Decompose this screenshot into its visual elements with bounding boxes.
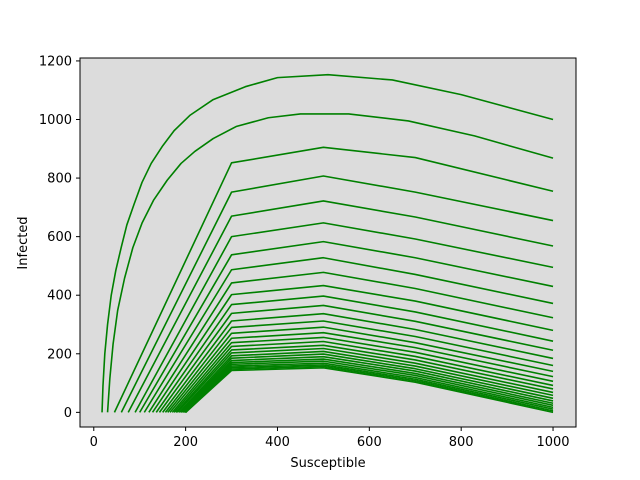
series-line-14	[164, 320, 554, 413]
x-axis-ticks: 0 200 400 600 800 1000	[90, 427, 570, 450]
series-line-18	[173, 340, 554, 413]
y-tick-label: 800	[47, 172, 72, 187]
series-line-21	[178, 350, 554, 413]
series-line-15	[167, 326, 554, 413]
series-line-7	[139, 240, 554, 413]
series-line-29	[185, 367, 554, 414]
series-line-12	[158, 304, 554, 413]
series-line-25	[183, 360, 554, 413]
y-axis-ticks: 0 200 400 600 800 1000 1200	[39, 54, 80, 421]
series-line-8	[143, 256, 554, 413]
series-line-26	[184, 362, 554, 413]
series-line-19	[175, 344, 554, 413]
x-tick-label: 1000	[536, 435, 569, 450]
series-line-9	[148, 271, 554, 413]
series-line-6	[134, 222, 554, 413]
series-line-5	[127, 200, 554, 413]
series-layer	[101, 73, 554, 414]
series-line-27	[184, 364, 554, 413]
y-tick-label: 1200	[39, 54, 72, 69]
x-tick-label: 0	[90, 435, 98, 450]
y-tick-label: 1000	[39, 113, 72, 128]
x-tick-label: 200	[173, 435, 198, 450]
series-line-20	[176, 347, 554, 413]
series-line-24	[182, 358, 554, 413]
series-line-13	[162, 312, 554, 413]
series-line-22	[179, 353, 554, 413]
x-tick-label: 600	[357, 435, 382, 450]
series-line-16	[169, 331, 554, 413]
series-line-3	[113, 146, 554, 413]
y-axis-label: Infected	[16, 216, 31, 269]
y-tick-label: 400	[47, 289, 72, 304]
series-line-17	[171, 336, 554, 413]
y-tick-label: 200	[47, 347, 72, 362]
plot-frame	[79, 57, 577, 428]
series-line-4	[120, 175, 554, 413]
series-line-2	[106, 113, 554, 413]
series-line-1	[101, 73, 554, 413]
x-axis-label: Susceptible	[290, 456, 365, 471]
x-tick-label: 800	[449, 435, 474, 450]
series-line-11	[155, 295, 554, 413]
x-tick-label: 400	[265, 435, 290, 450]
series-line-23	[180, 355, 554, 413]
y-tick-label: 0	[64, 406, 72, 421]
series-line-10	[151, 284, 554, 413]
y-tick-label: 600	[47, 230, 72, 245]
